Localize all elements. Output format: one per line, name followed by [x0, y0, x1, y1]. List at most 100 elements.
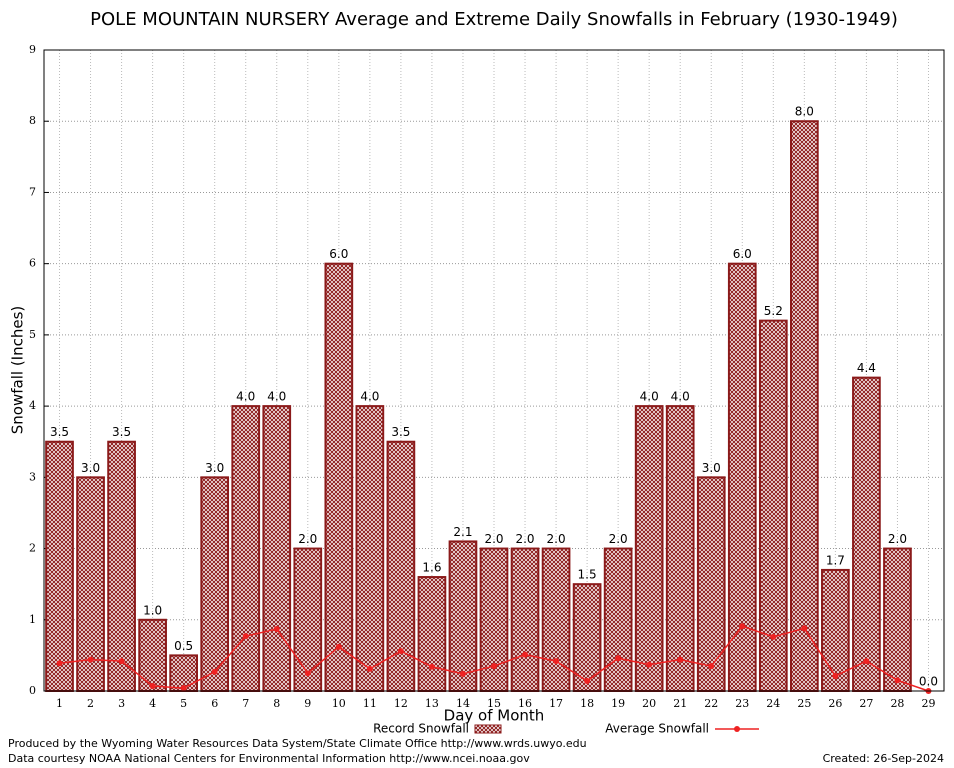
average-marker — [832, 673, 839, 680]
value-label: 3.5 — [112, 425, 131, 439]
bar — [262, 405, 292, 692]
value-label: 4.0 — [671, 390, 690, 404]
x-tick-label: 8 — [273, 697, 280, 710]
value-label: 3.0 — [81, 461, 100, 475]
x-tick-label: 13 — [425, 697, 439, 710]
x-tick-label: 11 — [363, 697, 377, 710]
average-marker — [491, 663, 497, 670]
legend-label: Record Snowfall — [373, 722, 469, 736]
y-tick-label: 7 — [29, 185, 36, 198]
x-tick-label: 7 — [242, 697, 249, 710]
average-marker — [56, 660, 63, 667]
y-tick-label: 0 — [29, 684, 36, 697]
average-marker — [863, 658, 870, 665]
average-marker — [677, 656, 684, 663]
bar — [200, 476, 230, 693]
bar — [603, 547, 633, 692]
y-tick-label: 2 — [29, 542, 36, 555]
bar — [572, 583, 602, 693]
x-tick-label: 29 — [921, 697, 935, 710]
value-label: 2.1 — [453, 525, 472, 539]
value-label: 3.5 — [50, 425, 69, 439]
bar — [417, 576, 447, 692]
y-tick-label: 6 — [29, 257, 36, 270]
y-tick-label: 1 — [29, 613, 36, 626]
x-tick-label: 23 — [735, 697, 749, 710]
average-marker — [211, 668, 218, 675]
legend-label: Average Snowfall — [605, 722, 709, 736]
footer-text: Produced by the Wyoming Water Resources … — [8, 737, 587, 750]
value-label: 4.0 — [360, 390, 379, 404]
y-tick-label: 4 — [29, 399, 36, 412]
y-tick-label: 5 — [29, 328, 36, 341]
x-tick-label: 19 — [611, 697, 625, 710]
value-label: 4.4 — [857, 361, 876, 375]
bar — [696, 476, 726, 693]
y-tick-label: 3 — [29, 470, 36, 483]
x-tick-label: 25 — [797, 697, 811, 710]
x-tick-label: 20 — [642, 697, 656, 710]
x-tick-label: 17 — [549, 697, 563, 710]
average-marker — [615, 655, 622, 662]
average-marker — [87, 656, 94, 663]
average-marker — [180, 685, 187, 692]
value-label: 2.0 — [484, 532, 503, 546]
value-label: 1.5 — [578, 568, 597, 582]
bar — [634, 405, 664, 692]
bar — [541, 547, 571, 692]
bar — [510, 547, 540, 692]
x-tick-label: 2 — [87, 697, 94, 710]
average-marker — [459, 670, 466, 677]
x-tick-label: 1 — [56, 697, 63, 710]
average-marker — [801, 625, 808, 632]
legend-marker — [734, 726, 740, 732]
average-marker — [273, 626, 280, 633]
average-marker — [584, 678, 591, 685]
value-label: 2.0 — [888, 532, 907, 546]
bar — [479, 547, 509, 692]
value-label: 1.6 — [422, 561, 441, 575]
bar — [324, 262, 354, 692]
bar — [45, 440, 74, 692]
x-tick-label: 10 — [332, 697, 346, 710]
value-label: 6.0 — [733, 247, 752, 261]
average-marker — [118, 658, 125, 665]
average-marker — [304, 670, 311, 677]
average-marker — [366, 665, 373, 672]
x-tick-label: 3 — [118, 697, 125, 710]
y-axis-label: Snowfall (Inches) — [9, 306, 27, 434]
value-label: 0.0 — [919, 675, 938, 689]
footer-text: Data courtesy NOAA National Centers for … — [8, 752, 530, 765]
x-tick-label: 14 — [456, 697, 470, 710]
bar — [852, 376, 881, 692]
x-tick-label: 26 — [828, 697, 842, 710]
value-label: 1.0 — [143, 603, 162, 617]
x-axis-label: Day of Month — [444, 707, 545, 725]
x-tick-label: 12 — [394, 697, 408, 710]
value-label: 4.0 — [236, 390, 255, 404]
footer-text: Created: 26-Sep-2024 — [823, 752, 944, 765]
bar — [231, 405, 261, 692]
average-marker — [739, 623, 746, 630]
x-tick-label: 6 — [211, 697, 218, 710]
value-label: 2.0 — [547, 532, 566, 546]
average-marker — [149, 683, 156, 690]
bar — [665, 405, 695, 692]
average-marker — [335, 643, 342, 650]
x-tick-label: 27 — [859, 697, 873, 710]
bar — [727, 262, 757, 692]
value-label: 6.0 — [329, 247, 348, 261]
x-tick-label: 21 — [673, 697, 687, 710]
x-tick-label: 16 — [518, 697, 532, 710]
bar — [790, 120, 819, 692]
average-marker — [522, 651, 529, 658]
value-label: 8.0 — [795, 105, 814, 119]
bar — [821, 568, 850, 693]
value-label: 4.0 — [640, 390, 659, 404]
average-marker — [708, 663, 715, 670]
bar — [883, 547, 912, 692]
chart-title: POLE MOUNTAIN NURSERY Average and Extrem… — [90, 9, 898, 30]
value-label: 5.2 — [764, 304, 783, 318]
value-label: 2.0 — [298, 532, 317, 546]
bar — [138, 618, 167, 692]
